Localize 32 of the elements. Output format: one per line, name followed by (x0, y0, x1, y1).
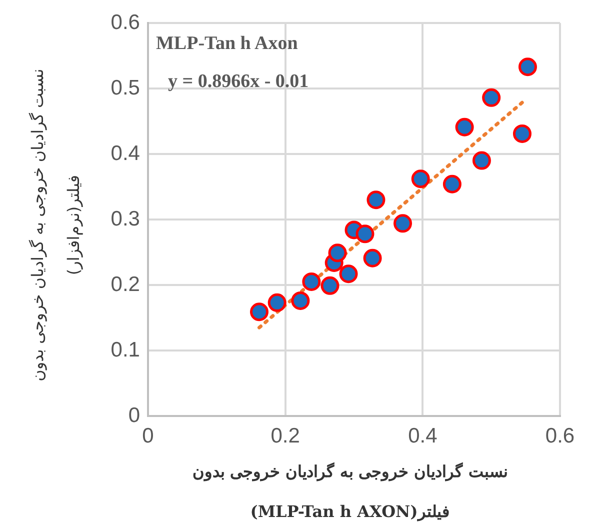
y-tick-label: 0.2 (110, 272, 140, 296)
point (356, 224, 374, 244)
y-tick-label: 0.5 (110, 76, 140, 100)
point (455, 118, 474, 136)
annotation: MLP-Tan h Axon (156, 33, 298, 55)
point (482, 88, 501, 107)
x-tick-label: 0.4 (408, 424, 438, 448)
y-tick-label: 0.4 (110, 142, 140, 165)
point (472, 151, 491, 170)
annotation: y = 0.8966x - 0.01 (168, 71, 309, 93)
point (339, 264, 358, 284)
point (442, 174, 462, 194)
point (363, 248, 382, 268)
point (250, 302, 268, 322)
point (302, 272, 321, 291)
point (328, 244, 347, 262)
y-tick-label: 0.1 (110, 338, 140, 362)
point (512, 124, 532, 143)
point (268, 293, 286, 312)
point (291, 291, 310, 310)
point (411, 170, 430, 188)
x-tick-label: 0.6 (545, 424, 575, 448)
point (518, 58, 537, 76)
x-tick-label: 0.2 (270, 424, 300, 448)
point (320, 276, 340, 295)
point (394, 214, 412, 233)
point (366, 190, 386, 210)
y-tick-label: 0 (128, 404, 140, 427)
y-tick-label: 0.6 (110, 10, 140, 34)
y-axis-title: نسبت گرادیان خروجی به گرادیان خروجی بدون فیلتر(نرم‌افزار) (27, 68, 84, 384)
text: نسبت گرادیان خروجی به گرادیان خروجی بدون فیلتر(MLP-Tan h AXON) (192, 462, 508, 521)
y-tick-label: 0.3 (110, 207, 140, 230)
